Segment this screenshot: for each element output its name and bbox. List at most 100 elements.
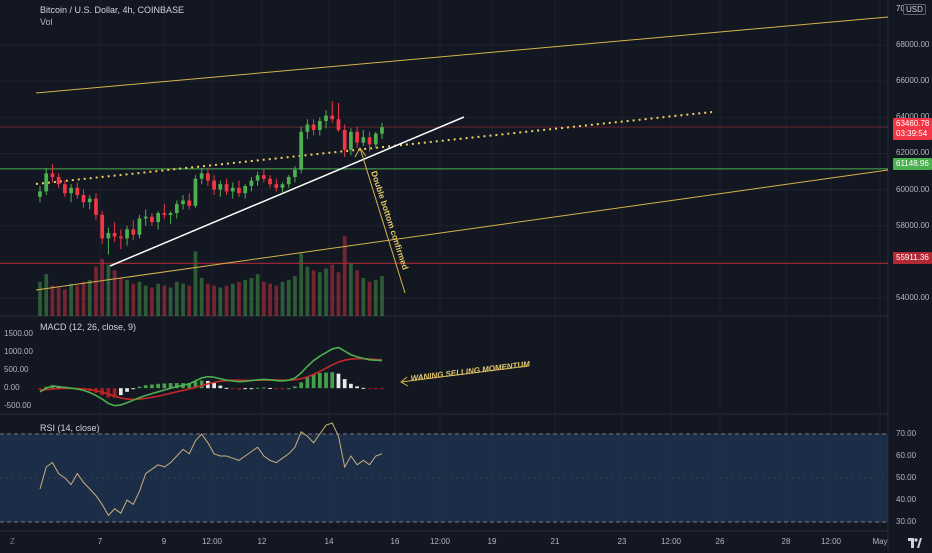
- candle-body: [168, 213, 173, 215]
- macd-histogram-bar: [342, 379, 347, 389]
- rsi-axis-label: 30.00: [896, 517, 917, 526]
- macd-histogram-bar: [224, 387, 229, 389]
- rsi-axis-label: 70.00: [896, 429, 917, 438]
- time-axis-label: 21: [550, 537, 560, 546]
- macd-histogram-bar: [187, 383, 192, 389]
- macd-histogram-bar: [131, 388, 136, 390]
- candle-body: [112, 232, 117, 237]
- macd-histogram-bar: [143, 385, 148, 389]
- macd-histogram-bar: [274, 388, 279, 390]
- candle-body: [156, 213, 161, 223]
- price-axis-label: 66000.00: [896, 76, 930, 86]
- volume-bar: [342, 236, 347, 316]
- channel-lower-line: [35, 169, 889, 291]
- time-axis-label: 12:00: [429, 537, 451, 546]
- macd-histogram-bar: [361, 387, 366, 389]
- candle-body: [212, 180, 216, 190]
- price-axis-label: 54000.00: [896, 292, 930, 302]
- volume-bar: [206, 283, 210, 316]
- macd-histogram-bar: [150, 384, 154, 389]
- volume-bar: [199, 278, 204, 316]
- macd-histogram-bar: [261, 387, 266, 389]
- time-axis-label: 12: [257, 537, 267, 546]
- candle-body: [199, 173, 204, 179]
- time-axis-label: 26: [715, 537, 725, 546]
- candle-body: [38, 191, 42, 197]
- candle-body: [50, 173, 55, 177]
- price-axis-top-partial: 70: [896, 4, 905, 13]
- volume-bar: [174, 281, 179, 316]
- candle-body: [261, 175, 266, 179]
- macd-histogram-bar: [280, 388, 285, 390]
- candle-body: [255, 175, 260, 181]
- volume-bar: [44, 274, 49, 316]
- low-price-tag: 55911.36: [893, 252, 932, 264]
- candle-body: [293, 169, 297, 177]
- current-price-tag: 63460.78 03:39:54: [893, 118, 932, 140]
- volume-bar: [349, 262, 353, 316]
- candle-body: [44, 173, 49, 192]
- macd-histogram-bar: [380, 388, 384, 390]
- double-bottom-label: Double bottom confirmed: [369, 170, 410, 271]
- candle-body: [81, 195, 86, 203]
- volume-bar: [156, 283, 161, 316]
- macd-histogram-bar: [355, 386, 359, 389]
- volume-label: Vol: [40, 17, 53, 27]
- macd-histogram-bar: [268, 387, 272, 389]
- macd-histogram-bar: [255, 387, 260, 389]
- volume-bar: [193, 251, 198, 316]
- volume-bar: [187, 285, 192, 316]
- compare-icon[interactable]: Z: [10, 537, 15, 546]
- volume-bar: [268, 283, 272, 316]
- candle-body: [342, 130, 347, 150]
- time-axis-label: 12:00: [660, 537, 682, 546]
- candle-body: [218, 184, 223, 190]
- channel-upper-line: [35, 16, 889, 94]
- volume-bar: [50, 285, 55, 316]
- candle-body: [243, 185, 248, 194]
- macd-histogram-bar: [336, 373, 341, 389]
- volume-bar: [162, 285, 167, 316]
- macd-histogram-bar: [168, 383, 173, 389]
- candle-body: [206, 173, 210, 181]
- current-price: 63460.78: [896, 119, 930, 128]
- candle-body: [355, 131, 359, 143]
- candle-body: [305, 124, 310, 132]
- rsi-line: [39, 422, 383, 517]
- volume-bar: [143, 285, 148, 316]
- macd-histogram-bar: [349, 383, 353, 389]
- volume-bar: [63, 289, 67, 316]
- macd-signal-line: [39, 357, 383, 401]
- candle-body: [268, 178, 272, 185]
- time-axis-label: 19: [487, 537, 497, 546]
- volume-bar: [317, 272, 322, 316]
- candle-countdown: 03:39:54: [896, 129, 928, 138]
- candle-body: [118, 236, 123, 239]
- macd-histogram-bar: [243, 388, 248, 390]
- macd-histogram-bar: [324, 372, 328, 389]
- volume-bar: [361, 278, 366, 316]
- macd-title: MACD (12, 26, close, 9): [40, 322, 137, 332]
- candle-body: [299, 131, 304, 170]
- volume-bar: [373, 279, 378, 316]
- time-axis-label: 16: [390, 537, 400, 546]
- macd-histogram-bar: [112, 388, 117, 398]
- candle-body: [150, 216, 154, 223]
- candle-body: [100, 214, 105, 239]
- volume-bar: [336, 272, 341, 316]
- macd-histogram-bar: [106, 388, 111, 398]
- candle-body: [94, 198, 98, 215]
- macd-axis-label: 500.00: [4, 365, 29, 374]
- currency-badge[interactable]: USD: [903, 4, 926, 15]
- macd-histogram-bar: [38, 388, 42, 390]
- volume-bar: [118, 278, 123, 316]
- volume-bar: [218, 287, 223, 316]
- candle-body: [106, 232, 111, 239]
- volume-bar: [100, 259, 105, 316]
- volume-bar: [125, 279, 129, 316]
- macd-axis-label: -500.00: [4, 401, 32, 411]
- candle-body: [230, 187, 235, 192]
- volume-bar: [286, 279, 291, 316]
- volume-bar: [81, 281, 86, 316]
